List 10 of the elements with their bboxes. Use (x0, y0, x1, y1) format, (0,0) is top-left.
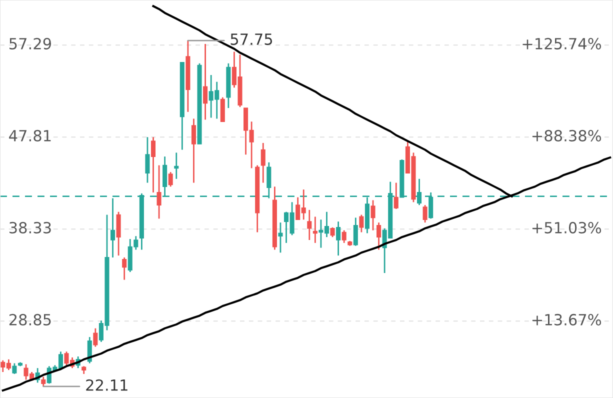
y2-tick-label: +13.67% (532, 314, 602, 326)
annotation: 57.75 (230, 34, 272, 45)
y2-tick-label: +88.38% (532, 130, 602, 142)
y2-tick-label: +125.74% (522, 38, 602, 50)
y-tick-label: 57.29 (10, 38, 51, 50)
y2-tick-label: +51.03% (532, 222, 602, 234)
y-tick-label: 38.33 (10, 222, 51, 234)
y-tick-label: 47.81 (9, 130, 51, 142)
y-tick-label: 28.85 (9, 314, 51, 326)
annotation: 22.11 (86, 379, 128, 391)
